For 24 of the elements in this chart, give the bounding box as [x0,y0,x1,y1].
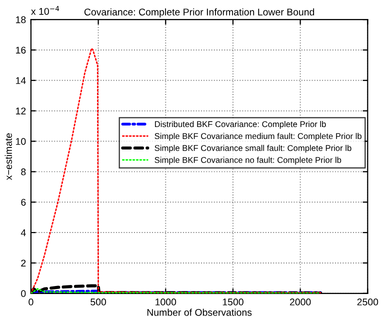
y-axis-title: x−estimate [4,133,12,180]
y-tick-label: 12 [16,108,26,114]
legend-label: Simple BKF Covariance medium fault: Complete Prior lb [154,132,362,141]
x-tick-label: 0 [28,298,34,306]
y-tick-label: 2 [21,260,26,266]
chart-title: Covariance: Complete Prior Information Lower Bound [84,8,314,18]
y-tick-label: 16 [16,46,26,54]
legend-label: Simple BKF Covariance small fault: Complete Prior lb [154,144,352,153]
y-tick-label: 14 [16,77,26,84]
y-tick-label: 8 [21,168,26,176]
y-tick-label: 6 [21,198,26,206]
x-tick-label: 500 [90,298,106,306]
text: x 10$^{−4}$ [31,6,60,15]
x-tick-label: 2500 [357,298,378,306]
y-tick-label: 18 [16,16,26,24]
x-axis-title: Number of Observations [147,308,252,316]
x-tick-label: 1500 [222,298,244,306]
x-tick-label: 1000 [156,298,176,306]
x-tick-label: 2000 [290,298,311,306]
legend-label: Distributed BKF Covariance: Complete Prior lb [155,121,326,129]
legend-label: Simple BKF Covariance no fault: Complete Prior lb [154,156,342,165]
y-tick-label: 0 [21,290,26,298]
y-tick-label: 4 [20,229,26,236]
y-tick-label: 10 [16,138,26,145]
